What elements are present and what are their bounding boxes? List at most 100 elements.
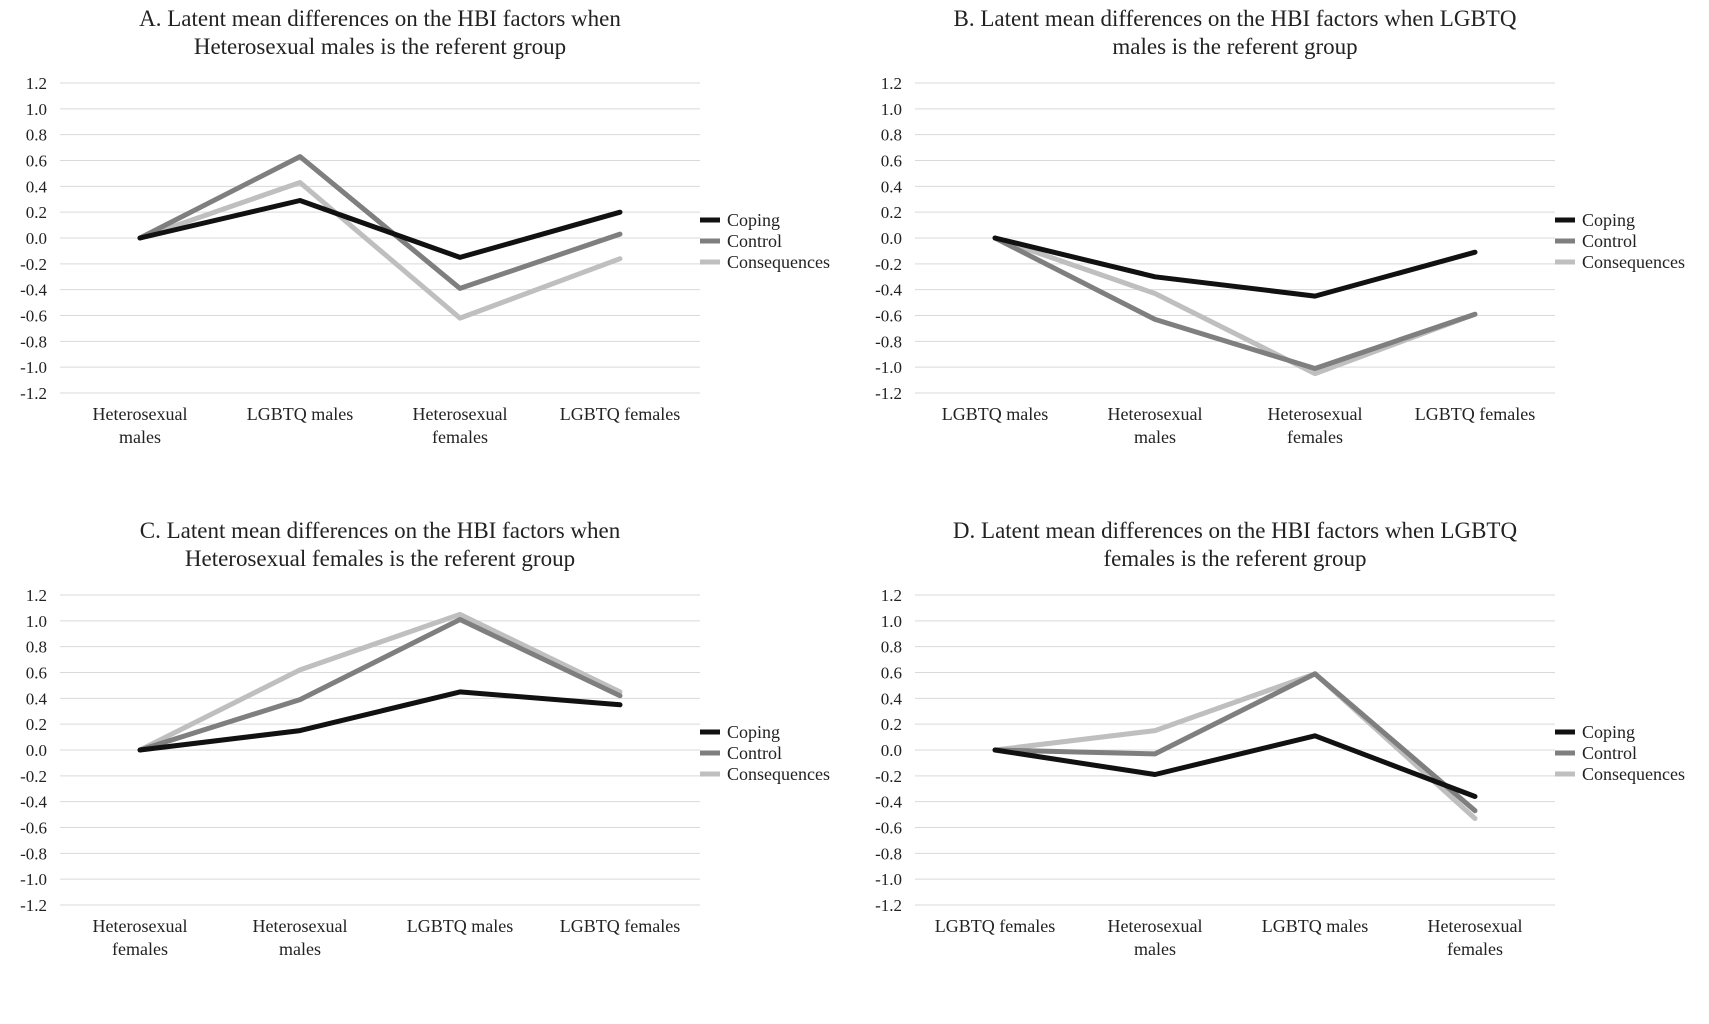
chart-d-series-coping-line <box>992 733 1478 799</box>
chart-d-y-tick-label: -0.2 <box>875 767 902 786</box>
chart-a-y-tick-label: 0.2 <box>26 203 47 222</box>
chart-a-y-tick-label: 0.6 <box>26 152 47 171</box>
chart-a-y-tick-label: -0.2 <box>20 255 47 274</box>
chart-c-y-tick-label: 0.0 <box>26 741 47 760</box>
chart-b-series-consequences-line <box>992 235 1478 377</box>
chart-d-category-label: males <box>1134 939 1176 959</box>
chart-b-series-control-line <box>992 235 1478 371</box>
chart-b-y-tick-label: 0.2 <box>881 203 902 222</box>
chart-b-y-tick-label: -1.0 <box>875 358 902 377</box>
chart-a-y-tick-label: -0.6 <box>20 307 47 326</box>
chart-c-y-tick-label: 0.8 <box>26 638 47 657</box>
chart-d-legend-label-coping: Coping <box>1582 722 1635 742</box>
chart-c-y-tick-label: -0.2 <box>20 767 47 786</box>
chart-b-y-tick-label: -0.4 <box>875 281 902 300</box>
chart-b-y-tick-label: 0.6 <box>881 152 902 171</box>
chart-a-category-label: Heterosexual <box>413 404 508 424</box>
chart-a-series-coping-line <box>137 198 623 260</box>
chart-d-category-label: LGBTQ males <box>1262 916 1368 936</box>
chart-d-title-line: females is the referent group <box>1103 546 1366 571</box>
chart-a-legend-label-control: Control <box>727 231 782 251</box>
chart-b-category-label: Heterosexual <box>1268 404 1363 424</box>
chart-d-y-tick-label: -1.0 <box>875 870 902 889</box>
chart-d-y-tick-label: -0.4 <box>875 793 902 812</box>
chart-b-y-tick-label: 0.4 <box>881 177 903 196</box>
chart-panel-a: A. Latent mean differences on the HBI fa… <box>0 0 854 512</box>
chart-a-category-label: LGBTQ females <box>560 404 680 424</box>
chart-a-y-tick-label: -1.0 <box>20 358 47 377</box>
chart-panel-d: D. Latent mean differences on the HBI fa… <box>855 512 1709 1024</box>
chart-d-category-label: Heterosexual <box>1108 916 1203 936</box>
chart-d-y-tick-label: 1.0 <box>881 612 902 631</box>
chart-d-y-tick-label: -0.8 <box>875 844 902 863</box>
chart-d-y-tick-label: 0.4 <box>881 689 903 708</box>
chart-d-y-tick-label: 1.2 <box>881 586 902 605</box>
chart-c-category-label: Heterosexual <box>93 916 188 936</box>
chart-b-title-line: males is the referent group <box>1112 34 1357 59</box>
chart-d-y-tick-label: 0.2 <box>881 715 902 734</box>
chart-a-y-tick-label: 1.2 <box>26 74 47 93</box>
chart-b-category-label: Heterosexual <box>1108 404 1203 424</box>
chart-c-legend-label-control: Control <box>727 743 782 763</box>
chart-a-y-tick-label: 1.0 <box>26 100 47 119</box>
chart-c-series-control-line <box>137 617 623 753</box>
chart-c-y-tick-label: -1.2 <box>20 896 47 915</box>
chart-b-y-tick-label: -0.8 <box>875 332 902 351</box>
chart-b-series-coping-line <box>992 235 1478 299</box>
chart-b-category-label: females <box>1287 427 1343 447</box>
chart-d-category-label: females <box>1447 939 1503 959</box>
chart-c-series-consequences-line <box>137 611 623 753</box>
chart-c-y-tick-label: 1.0 <box>26 612 47 631</box>
chart-d-category-label: Heterosexual <box>1428 916 1523 936</box>
chart-d-y-tick-label: 0.6 <box>881 664 902 683</box>
chart-c-title-line: C. Latent mean differences on the HBI fa… <box>140 518 621 543</box>
chart-b-y-tick-label: -1.2 <box>875 384 902 403</box>
chart-d-y-tick-label: -1.2 <box>875 896 902 915</box>
chart-c-y-tick-label: -0.4 <box>20 793 47 812</box>
chart-b-y-tick-label: 1.2 <box>881 74 902 93</box>
chart-c-category-label: LGBTQ females <box>560 916 680 936</box>
chart-b-title-line: B. Latent mean differences on the HBI fa… <box>954 6 1517 31</box>
chart-a-y-tick-label: 0.8 <box>26 126 47 145</box>
chart-panel-b: B. Latent mean differences on the HBI fa… <box>855 0 1709 512</box>
chart-c-y-tick-label: -1.0 <box>20 870 47 889</box>
chart-c-series-coping-line <box>137 689 623 753</box>
chart-b-y-tick-label: 0.8 <box>881 126 902 145</box>
chart-a-category-label: females <box>432 427 488 447</box>
chart-b-svg: B. Latent mean differences on the HBI fa… <box>875 6 1685 447</box>
chart-c-title-line: Heterosexual females is the referent gro… <box>185 546 575 571</box>
chart-b-y-tick-label: 1.0 <box>881 100 902 119</box>
chart-b-legend-label-control: Control <box>1582 231 1637 251</box>
chart-a-y-tick-label: -1.2 <box>20 384 47 403</box>
chart-a-title-line: A. Latent mean differences on the HBI fa… <box>139 6 621 31</box>
chart-a-category-label: LGBTQ males <box>247 404 353 424</box>
chart-c-category-label: LGBTQ males <box>407 916 513 936</box>
chart-b-legend-label-coping: Coping <box>1582 210 1635 230</box>
chart-a-legend-label-consequences: Consequences <box>727 252 830 272</box>
chart-c-y-tick-label: 1.2 <box>26 586 47 605</box>
chart-a-legend-label-coping: Coping <box>727 210 780 230</box>
chart-b-y-tick-label: -0.6 <box>875 307 902 326</box>
chart-a-y-tick-label: -0.4 <box>20 281 47 300</box>
chart-d-y-tick-label: 0.0 <box>881 741 902 760</box>
chart-c-legend-label-coping: Coping <box>727 722 780 742</box>
chart-c-category-label: males <box>279 939 321 959</box>
chart-a-category-label: Heterosexual <box>93 404 188 424</box>
chart-d-y-tick-label: 0.8 <box>881 638 902 657</box>
chart-d-y-tick-label: -0.6 <box>875 819 902 838</box>
chart-d-legend-label-consequences: Consequences <box>1582 764 1685 784</box>
chart-b-legend-label-consequences: Consequences <box>1582 252 1685 272</box>
chart-d-series-control-line <box>992 671 1478 814</box>
chart-b-category-label: LGBTQ females <box>1415 404 1535 424</box>
chart-b-y-tick-label: 0.0 <box>881 229 902 248</box>
chart-c-y-tick-label: -0.8 <box>20 844 47 863</box>
chart-c-svg: C. Latent mean differences on the HBI fa… <box>20 518 830 959</box>
chart-c-legend-label-consequences: Consequences <box>727 764 830 784</box>
chart-c-y-tick-label: 0.2 <box>26 715 47 734</box>
chart-a-y-tick-label: 0.0 <box>26 229 47 248</box>
chart-a-y-tick-label: 0.4 <box>26 177 48 196</box>
chart-a-title-line: Heterosexual males is the referent group <box>194 34 566 59</box>
chart-a-series-consequences-line <box>137 180 623 321</box>
chart-d-series-consequences-line <box>992 671 1478 821</box>
chart-d-svg: D. Latent mean differences on the HBI fa… <box>875 518 1685 959</box>
